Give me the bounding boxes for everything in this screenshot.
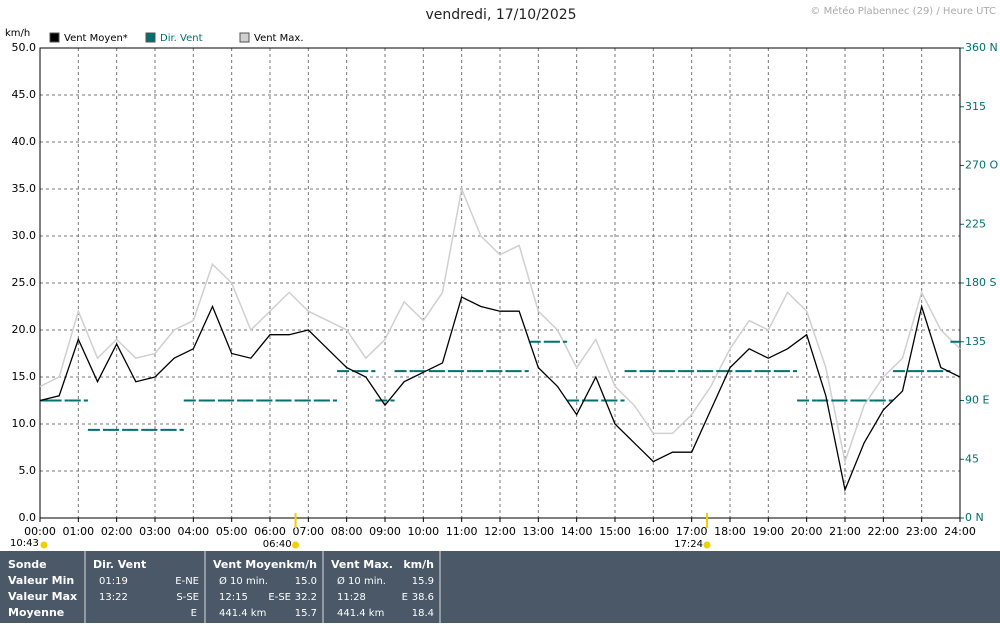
y2-tick-label: 270 O xyxy=(965,159,998,172)
table-cell: 15.7 xyxy=(295,608,317,619)
y2-tick-label: 45 xyxy=(965,452,979,465)
series-line xyxy=(39,186,961,465)
x-tick-label: 02:00 xyxy=(101,525,133,538)
series-line xyxy=(39,296,961,493)
x-tick-label: 23:00 xyxy=(906,525,938,538)
table-cell: 18.4 xyxy=(412,608,434,619)
x-tick-label: 19:00 xyxy=(752,525,784,538)
x-tick-label: 21:00 xyxy=(829,525,861,538)
y2-tick-label: 135 xyxy=(965,335,986,348)
x-tick-label: 16:00 xyxy=(637,525,669,538)
table-cell: E xyxy=(191,608,197,619)
table-header: Sonde xyxy=(8,558,47,571)
legend-swatch xyxy=(239,32,250,43)
chart-title: vendredi, 17/10/2025 xyxy=(425,7,576,23)
x-tick-label: 08:00 xyxy=(331,525,363,538)
table-cell: 01:19 xyxy=(99,576,128,587)
table-cell: 32.2 xyxy=(295,592,317,603)
y2-tick-label: 315 xyxy=(965,100,986,113)
legend-label: Dir. Vent xyxy=(160,33,203,44)
sun-icon xyxy=(292,541,300,549)
sun-label: 06:40 xyxy=(263,539,292,550)
y2-tick-label: 180 S xyxy=(965,276,996,289)
stats-panel xyxy=(0,551,1000,623)
y-tick-label: 25.0 xyxy=(12,276,37,289)
table-header: Vent Moyen xyxy=(213,558,286,571)
table-cell: 441.4 km xyxy=(337,608,384,619)
table-header: Vent Max. xyxy=(331,558,393,571)
sun-label: 17:24 xyxy=(674,539,703,550)
y-tick-label: 10.0 xyxy=(12,417,37,430)
x-tick-label: 06:00 xyxy=(254,525,286,538)
y-tick-label: 30.0 xyxy=(12,229,37,242)
x-tick-label: 22:00 xyxy=(867,525,899,538)
x-tick-label: 03:00 xyxy=(139,525,171,538)
y2-tick-label: 225 xyxy=(965,217,986,230)
legend-label: Vent Moyen* xyxy=(64,33,128,44)
y-tick-label: 50.0 xyxy=(12,41,37,54)
table-cell: 13:22 xyxy=(99,592,128,603)
table-cell: 11:28 xyxy=(337,592,366,603)
y-tick-label: 5.0 xyxy=(19,464,37,477)
x-tick-label: 01:00 xyxy=(62,525,94,538)
legend-swatch xyxy=(145,32,156,43)
legend-label: Vent Max. xyxy=(254,33,304,44)
table-cell: Ø 10 min. xyxy=(337,575,386,587)
y-axis-label: km/h xyxy=(5,28,30,39)
table-cell: Ø 10 min. xyxy=(219,575,268,587)
sun-icon xyxy=(40,541,48,549)
y2-tick-label: 0 N xyxy=(965,511,984,524)
x-tick-label: 13:00 xyxy=(522,525,554,538)
plot-frame xyxy=(39,47,961,519)
x-tick-label: 24:00 xyxy=(944,525,976,538)
x-tick-label: 07:00 xyxy=(292,525,324,538)
table-cell: 15.9 xyxy=(412,576,434,587)
table-cell: E-NE xyxy=(175,576,199,587)
x-tick-label: 11:00 xyxy=(446,525,478,538)
table-cell: E xyxy=(402,592,408,603)
table-cell: 441.4 km xyxy=(219,608,266,619)
x-tick-label: 04:00 xyxy=(177,525,209,538)
x-tick-label: 20:00 xyxy=(791,525,823,538)
day-length: 10:43 xyxy=(10,538,39,549)
table-cell: Moyenne xyxy=(8,606,64,619)
legend-swatch xyxy=(49,32,60,43)
sun-icon xyxy=(703,541,711,549)
x-tick-label: 00:00 xyxy=(24,525,56,538)
y-tick-label: 20.0 xyxy=(12,323,37,336)
table-cell: Valeur Max xyxy=(8,590,77,603)
x-tick-label: 05:00 xyxy=(216,525,248,538)
table-cell: 38.6 xyxy=(412,592,434,603)
table-header: Dir. Vent xyxy=(93,558,146,571)
table-cell: E-SE xyxy=(268,592,291,603)
x-tick-label: 17:00 xyxy=(676,525,708,538)
y-tick-label: 40.0 xyxy=(12,135,37,148)
table-cell: 15.0 xyxy=(295,576,317,587)
x-tick-label: 12:00 xyxy=(484,525,516,538)
y2-tick-label: 90 E xyxy=(965,394,989,407)
y-tick-label: 0.0 xyxy=(19,511,37,524)
x-tick-label: 10:00 xyxy=(407,525,439,538)
x-tick-label: 09:00 xyxy=(369,525,401,538)
table-cell: Valeur Min xyxy=(8,574,74,587)
y2-tick-label: 360 N xyxy=(965,41,998,54)
table-unit: km/h xyxy=(286,558,317,571)
y-tick-label: 45.0 xyxy=(12,88,37,101)
x-tick-label: 18:00 xyxy=(714,525,746,538)
y-tick-label: 15.0 xyxy=(12,370,37,383)
x-tick-label: 14:00 xyxy=(561,525,593,538)
y-tick-label: 35.0 xyxy=(12,182,37,195)
x-tick-label: 15:00 xyxy=(599,525,631,538)
table-cell: 12:15 xyxy=(219,592,248,603)
credit: © Météo Plabennec (29) / Heure UTC xyxy=(810,5,996,17)
table-unit: km/h xyxy=(403,558,434,571)
table-cell: S-SE xyxy=(176,592,199,603)
